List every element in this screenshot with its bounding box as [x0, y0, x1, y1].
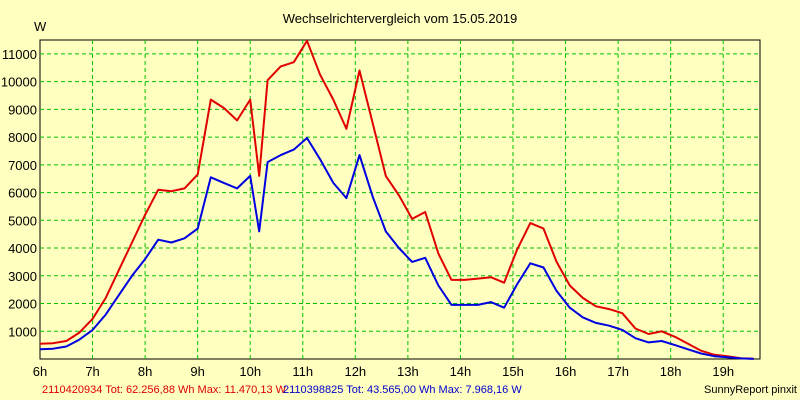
y-tick-label: 2000 [8, 297, 37, 312]
plot-area [39, 39, 761, 360]
y-tick-label: 1000 [8, 324, 37, 339]
report-credit: SunnyReport pinxit [704, 384, 797, 396]
series2-summary: 2110398825 Tot: 43.565,00 Wh Max: 7.968,… [283, 384, 522, 396]
x-tick-label: 18h [660, 364, 682, 379]
x-tick-label: 19h [712, 364, 734, 379]
x-tick-label: 15h [502, 364, 524, 379]
y-tick-label: 3000 [8, 269, 37, 284]
y-tick-label: 9000 [8, 102, 37, 117]
y-tick-label: 10000 [1, 75, 37, 90]
y-tick-label: 6000 [8, 186, 37, 201]
x-tick-label: 7h [85, 364, 99, 379]
y-tick-label: 5000 [8, 213, 37, 228]
y-tick-label: 4000 [8, 241, 37, 256]
y-tick-label: 11000 [2, 47, 37, 62]
chart-title: Wechselrichtervergleich vom 15.05.2019 [283, 11, 518, 26]
series-line-2 [39, 137, 754, 360]
series1-summary: 2110420934 Tot: 62.256,88 Wh Max: 11.470… [42, 384, 287, 396]
series-line-1 [39, 39, 754, 360]
x-tick-label: 8h [138, 364, 152, 379]
x-tick-label: 6h [33, 364, 47, 379]
y-tick-label: 8000 [8, 130, 37, 145]
x-tick-label: 17h [607, 364, 629, 379]
x-tick-label: 14h [450, 364, 472, 379]
x-tick-label: 11h [292, 364, 313, 379]
tick-labels: 6h 7h 8h 9h 10h 11h 12h 13h 14h 15h 16h 17h 18h 19h 10… [1, 47, 734, 379]
y-axis-label: W [34, 19, 47, 34]
x-tick-label: 13h [397, 364, 419, 379]
y-tick-label: 7000 [8, 158, 37, 173]
x-tick-label: 12h [344, 364, 366, 379]
x-tick-label: 10h [239, 364, 261, 379]
x-tick-label: 9h [190, 364, 204, 379]
x-tick-label: 16h [555, 364, 577, 379]
series-layer [39, 39, 754, 360]
